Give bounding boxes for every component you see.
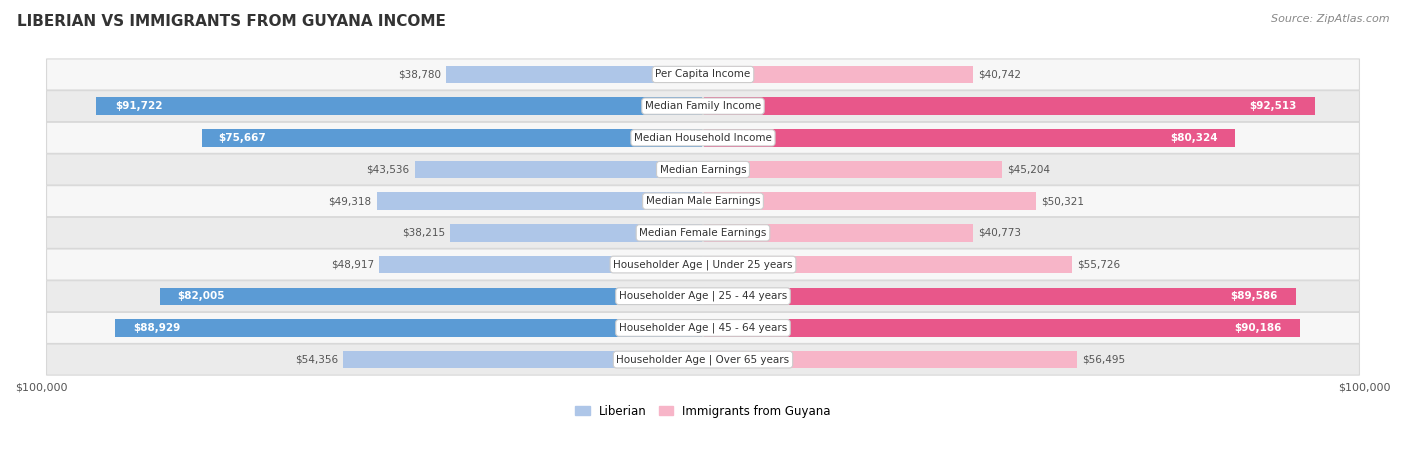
- FancyBboxPatch shape: [46, 344, 1360, 375]
- Text: $91,722: $91,722: [115, 101, 162, 111]
- Text: $56,495: $56,495: [1083, 354, 1125, 365]
- Text: $40,742: $40,742: [979, 70, 1021, 79]
- Bar: [415, 161, 703, 178]
- FancyBboxPatch shape: [46, 59, 1360, 90]
- Text: Householder Age | Over 65 years: Householder Age | Over 65 years: [616, 354, 790, 365]
- Text: $89,586: $89,586: [1230, 291, 1278, 301]
- Text: Source: ZipAtlas.com: Source: ZipAtlas.com: [1271, 14, 1389, 24]
- Text: Householder Age | Under 25 years: Householder Age | Under 25 years: [613, 259, 793, 270]
- FancyBboxPatch shape: [46, 154, 1360, 185]
- Text: Householder Age | 45 - 64 years: Householder Age | 45 - 64 years: [619, 323, 787, 333]
- Text: $40,773: $40,773: [979, 228, 1021, 238]
- Bar: [703, 351, 1077, 368]
- FancyBboxPatch shape: [46, 281, 1360, 312]
- Text: $38,780: $38,780: [398, 70, 441, 79]
- Text: Per Capita Income: Per Capita Income: [655, 70, 751, 79]
- Bar: [380, 256, 703, 273]
- Text: $50,321: $50,321: [1042, 196, 1084, 206]
- Bar: [703, 161, 1002, 178]
- Text: $75,667: $75,667: [218, 133, 266, 143]
- Bar: [703, 66, 973, 83]
- Text: $90,186: $90,186: [1234, 323, 1281, 333]
- FancyBboxPatch shape: [46, 186, 1360, 217]
- FancyBboxPatch shape: [46, 312, 1360, 343]
- Bar: [450, 224, 703, 241]
- Text: $54,356: $54,356: [295, 354, 337, 365]
- Bar: [343, 351, 703, 368]
- FancyBboxPatch shape: [46, 217, 1360, 248]
- Bar: [703, 319, 1299, 337]
- Bar: [703, 288, 1296, 305]
- Bar: [703, 224, 973, 241]
- Bar: [160, 288, 703, 305]
- Bar: [202, 129, 703, 147]
- Bar: [703, 192, 1036, 210]
- Text: $48,917: $48,917: [330, 260, 374, 269]
- Bar: [377, 192, 703, 210]
- Text: $88,929: $88,929: [132, 323, 180, 333]
- Text: Median Household Income: Median Household Income: [634, 133, 772, 143]
- Text: $45,204: $45,204: [1008, 164, 1050, 175]
- Bar: [446, 66, 703, 83]
- Text: $43,536: $43,536: [367, 164, 409, 175]
- Legend: Liberian, Immigrants from Guyana: Liberian, Immigrants from Guyana: [571, 400, 835, 422]
- FancyBboxPatch shape: [46, 122, 1360, 153]
- Bar: [703, 129, 1234, 147]
- Text: $38,215: $38,215: [402, 228, 444, 238]
- Text: Householder Age | 25 - 44 years: Householder Age | 25 - 44 years: [619, 291, 787, 302]
- Text: Median Earnings: Median Earnings: [659, 164, 747, 175]
- Bar: [96, 98, 703, 115]
- Bar: [703, 98, 1315, 115]
- Text: $80,324: $80,324: [1170, 133, 1218, 143]
- Text: Median Male Earnings: Median Male Earnings: [645, 196, 761, 206]
- Text: $55,726: $55,726: [1077, 260, 1121, 269]
- Text: $49,318: $49,318: [328, 196, 371, 206]
- Text: $92,513: $92,513: [1249, 101, 1296, 111]
- Text: Median Family Income: Median Family Income: [645, 101, 761, 111]
- FancyBboxPatch shape: [46, 91, 1360, 122]
- Text: $82,005: $82,005: [177, 291, 225, 301]
- FancyBboxPatch shape: [46, 249, 1360, 280]
- Text: LIBERIAN VS IMMIGRANTS FROM GUYANA INCOME: LIBERIAN VS IMMIGRANTS FROM GUYANA INCOM…: [17, 14, 446, 29]
- Text: Median Female Earnings: Median Female Earnings: [640, 228, 766, 238]
- Bar: [114, 319, 703, 337]
- Bar: [703, 256, 1071, 273]
